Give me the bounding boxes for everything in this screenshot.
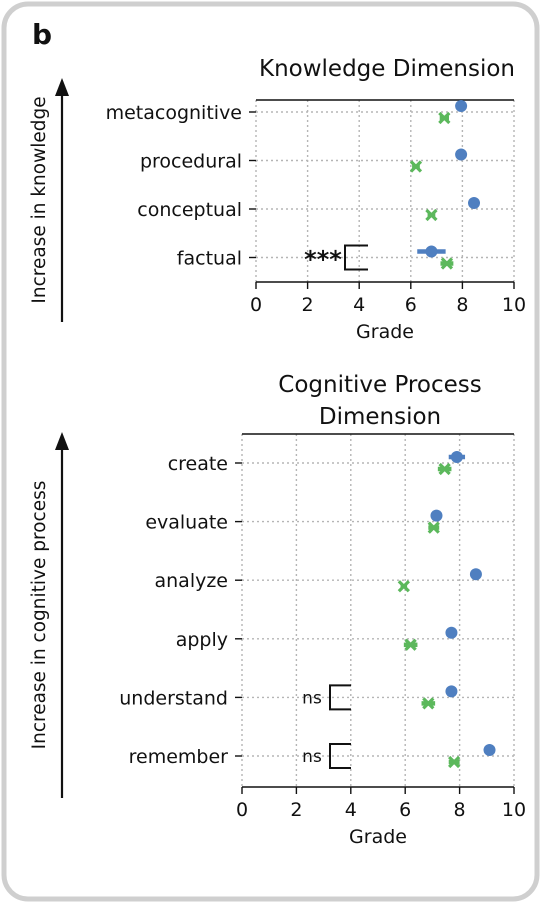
knowledge-dimension-chart: metacognitive procedural conceptual factual…: [29, 56, 526, 343]
y-tick-label: remember: [129, 746, 229, 768]
x-tick-label: 2: [302, 294, 314, 316]
y-tick-label: conceptual: [137, 199, 242, 221]
significance-bracket: [344, 244, 368, 271]
y-tick-label: apply: [176, 629, 228, 651]
data-point-green: [438, 111, 451, 125]
x-tick-label: 10: [502, 294, 526, 316]
cognitive-process-chart: create evaluate analyze apply understand reme…: [29, 372, 526, 848]
y-arrow-head: [55, 432, 69, 450]
data-point-blue: [468, 197, 481, 209]
panel-label: b: [32, 18, 52, 51]
x-tick-label: 2: [290, 799, 302, 821]
data-point-green: [427, 521, 440, 534]
chart-title: Dimension: [319, 404, 441, 430]
y-tick-label: understand: [119, 687, 228, 709]
x-axis-label: Grade: [349, 826, 407, 848]
y-axis-label: Increase in cognitive process: [29, 481, 50, 750]
significance-bracket: [329, 743, 351, 769]
y-axis-label: Increase in knowledge: [29, 96, 50, 303]
y-tick-label: analyze: [154, 570, 228, 592]
significance-label: ns: [302, 688, 322, 708]
x-axis-label: Grade: [356, 321, 414, 343]
data-point-green: [448, 755, 461, 769]
data-point-blue: [430, 509, 443, 522]
data-point-green: [440, 257, 454, 270]
chart-title: Knowledge Dimension: [259, 56, 515, 82]
data-point-blue: [445, 685, 458, 698]
x-tick-label: 8: [454, 799, 466, 821]
x-tick-label: 0: [236, 799, 248, 821]
data-point-blue: [425, 245, 438, 258]
data-point-green: [409, 160, 423, 173]
y-tick-label: create: [168, 453, 228, 475]
x-tick-label: 4: [345, 799, 357, 821]
significance-label: ns: [302, 747, 322, 767]
data-point-green: [438, 462, 451, 476]
x-tick-label: 0: [250, 294, 262, 316]
data-point-green: [397, 580, 410, 593]
data-point-blue: [455, 100, 468, 112]
y-tick-label: evaluate: [145, 512, 228, 534]
chart-title: Cognitive Process: [278, 372, 481, 398]
x-tick-label: 4: [353, 294, 365, 316]
y-tick-label: procedural: [140, 151, 242, 173]
data-point-blue: [469, 568, 482, 581]
significance-label: ***: [304, 246, 342, 274]
data-point-green: [422, 697, 435, 710]
data-point-green: [404, 638, 417, 651]
data-point-blue: [445, 626, 458, 639]
x-tick-label: 6: [405, 294, 417, 316]
x-tick-label: 10: [502, 799, 526, 821]
data-point-blue: [483, 744, 496, 756]
y-tick-label: factual: [177, 248, 242, 270]
y-tick-label: metacognitive: [106, 102, 242, 124]
x-tick-label: 6: [399, 799, 411, 821]
significance-bracket: [329, 684, 351, 711]
x-tick-label: 8: [456, 294, 468, 316]
y-arrow-head: [55, 78, 69, 96]
data-point-blue: [455, 148, 468, 161]
data-point-green: [425, 208, 438, 222]
data-point-blue: [450, 451, 463, 463]
